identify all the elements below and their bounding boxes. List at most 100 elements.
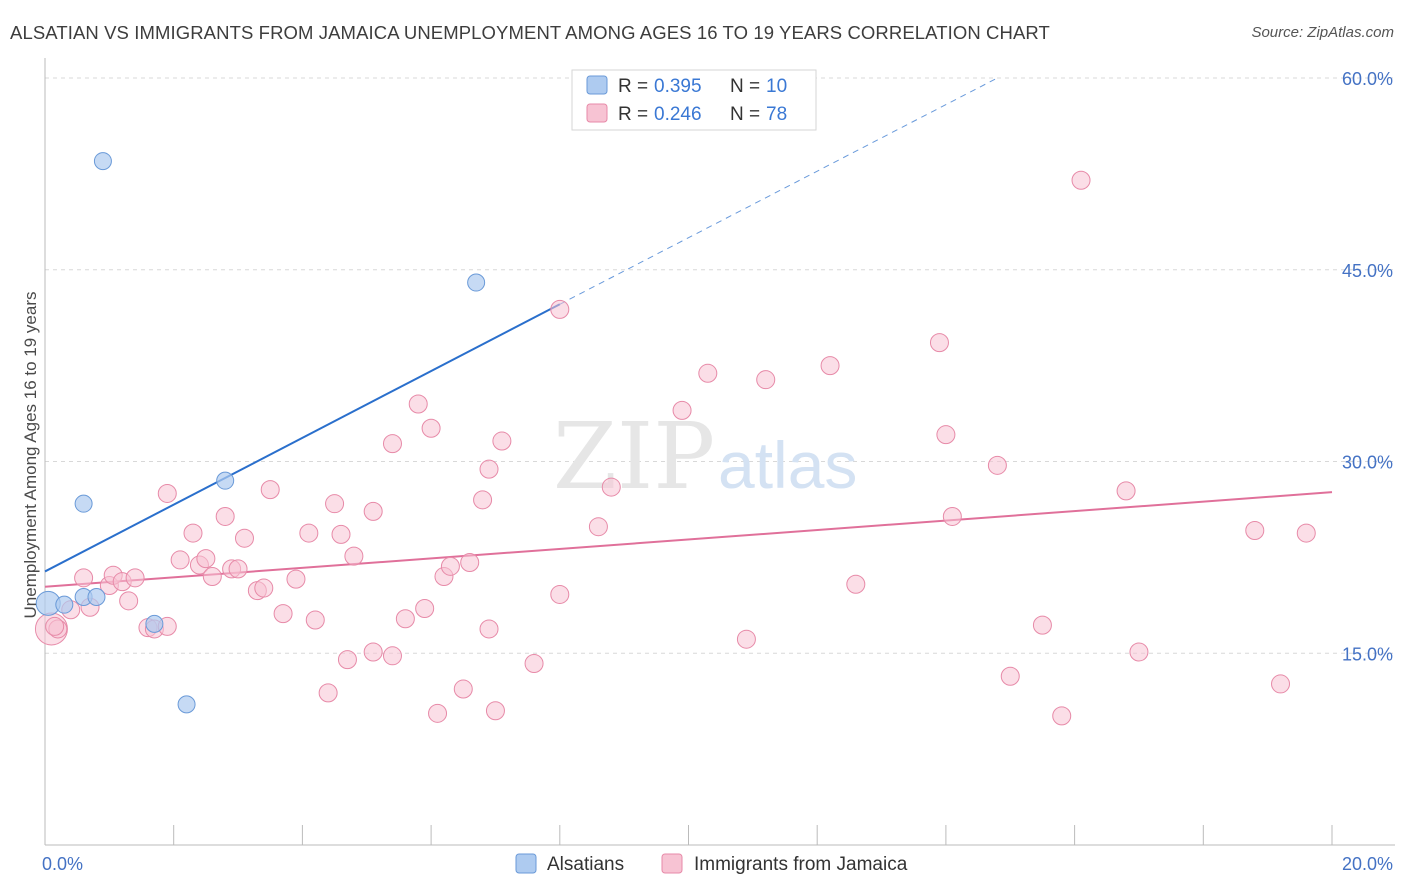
jamaica-point [1116, 481, 1136, 501]
jamaica-point [382, 646, 402, 666]
jamaica-point [382, 434, 402, 454]
legend-bottom: Alsatians Immigrants from Jamaica [515, 853, 908, 875]
chart-source: Source: ZipAtlas.com [1251, 24, 1394, 41]
x-tick-label-max: 20.0% [1342, 854, 1393, 874]
jamaica-point [286, 569, 306, 589]
jamaica-point [698, 363, 718, 383]
watermark-atlas: atlas [718, 428, 857, 502]
grid-lines [45, 77, 1395, 654]
jamaica-point [260, 480, 280, 500]
alsatians-point [55, 595, 74, 614]
jamaica-point [473, 490, 493, 510]
jamaica-point [408, 394, 428, 414]
legend-r-value-1: 0.395 [654, 76, 702, 97]
alsatians-point [177, 695, 196, 714]
x-tick-label-min: 0.0% [42, 854, 83, 874]
jamaica-point [428, 703, 448, 723]
jamaica-point [492, 431, 512, 451]
data-points [34, 152, 1316, 726]
y-axis-label: Unemployment Among Ages 16 to 19 years [21, 292, 40, 619]
jamaica-point [254, 578, 274, 598]
jamaica-point [756, 370, 776, 390]
jamaica-point [421, 418, 441, 438]
jamaica-point [45, 616, 65, 636]
jamaica-point [936, 425, 956, 445]
jamaica-point [736, 629, 756, 649]
alsatians-trend-line [44, 303, 561, 573]
jamaica-point [550, 584, 570, 604]
jamaica-point [157, 483, 177, 503]
jamaica-point [363, 642, 383, 662]
jamaica-point [1000, 666, 1020, 686]
alsatians-point [87, 588, 106, 607]
jamaica-point [485, 701, 505, 721]
jamaica-point [318, 683, 338, 703]
y-tick-label-45: 45.0% [1342, 261, 1393, 281]
jamaica-point [1052, 706, 1072, 726]
y-tick-label-15: 15.0% [1342, 644, 1393, 664]
jamaica-point [202, 567, 222, 587]
alsatians-point [216, 471, 235, 490]
legend-bottom-swatch-alsatians [515, 853, 537, 874]
jamaica-point [1271, 674, 1291, 694]
jamaica-point [588, 517, 608, 537]
watermark: ZIP atlas [553, 403, 857, 510]
jamaica-point [363, 501, 383, 521]
jamaica-point [395, 609, 415, 629]
jamaica-point [1245, 521, 1265, 541]
legend-bottom-swatch-jamaica [661, 853, 683, 874]
jamaica-point [1129, 642, 1149, 662]
jamaica-point [453, 679, 473, 699]
legend-r-label-1: R = [618, 76, 648, 97]
jamaica-point [1071, 170, 1091, 190]
jamaica-point [74, 568, 94, 588]
jamaica-point [1032, 615, 1052, 635]
jamaica-point [215, 506, 235, 526]
jamaica-point [305, 610, 325, 630]
trend-lines [44, 77, 1333, 588]
jamaica-point [196, 549, 216, 569]
jamaica-point [820, 356, 840, 376]
jamaica-point [550, 299, 570, 319]
jamaica-point [119, 591, 139, 611]
alsatians-point [145, 614, 164, 633]
jamaica-point [846, 574, 866, 594]
jamaica-point [125, 568, 145, 588]
jamaica-point [479, 459, 499, 479]
jamaica-point [929, 333, 949, 353]
jamaica-point [299, 523, 319, 543]
alsatians-point [93, 152, 112, 171]
jamaica-point [440, 556, 460, 576]
jamaica-point [234, 528, 254, 548]
legend-n-label-1: N = [730, 76, 760, 97]
legend-bottom-label-jamaica: Immigrants from Jamaica [694, 854, 908, 875]
jamaica-point [325, 494, 345, 514]
jamaica-point [460, 552, 480, 572]
legend-n-value-1: 10 [766, 76, 787, 97]
legend-n-value-2: 78 [766, 104, 787, 125]
jamaica-point [183, 523, 203, 543]
jamaica-point [672, 400, 692, 420]
y-tick-label-60: 60.0% [1342, 69, 1393, 89]
legend-bottom-label-alsatians: Alsatians [547, 854, 624, 875]
jamaica-point [987, 455, 1007, 475]
jamaica-point [170, 550, 190, 570]
alsatians-point [467, 273, 486, 292]
jamaica-point [601, 477, 621, 497]
watermark-zip: ZIP [553, 403, 715, 510]
legend-top: R = 0.395 N = 10 R = 0.246 N = 78 [571, 69, 817, 131]
jamaica-point [344, 546, 364, 566]
alsatians-point [74, 494, 93, 513]
legend-swatch-jamaica [586, 103, 608, 123]
jamaica-point [337, 650, 357, 670]
jamaica-point [524, 653, 544, 673]
jamaica-point [942, 506, 962, 526]
tick-labels: 15.0% 30.0% 45.0% 60.0% 0.0% 20.0% [42, 69, 1393, 874]
chart-title: ALSATIAN VS IMMIGRANTS FROM JAMAICA UNEM… [10, 22, 1050, 43]
legend-n-label-2: N = [730, 104, 760, 125]
y-tick-label-30: 30.0% [1342, 453, 1393, 473]
jamaica-trend-line [44, 491, 1333, 588]
jamaica-point [331, 524, 351, 544]
jamaica-point [479, 619, 499, 639]
